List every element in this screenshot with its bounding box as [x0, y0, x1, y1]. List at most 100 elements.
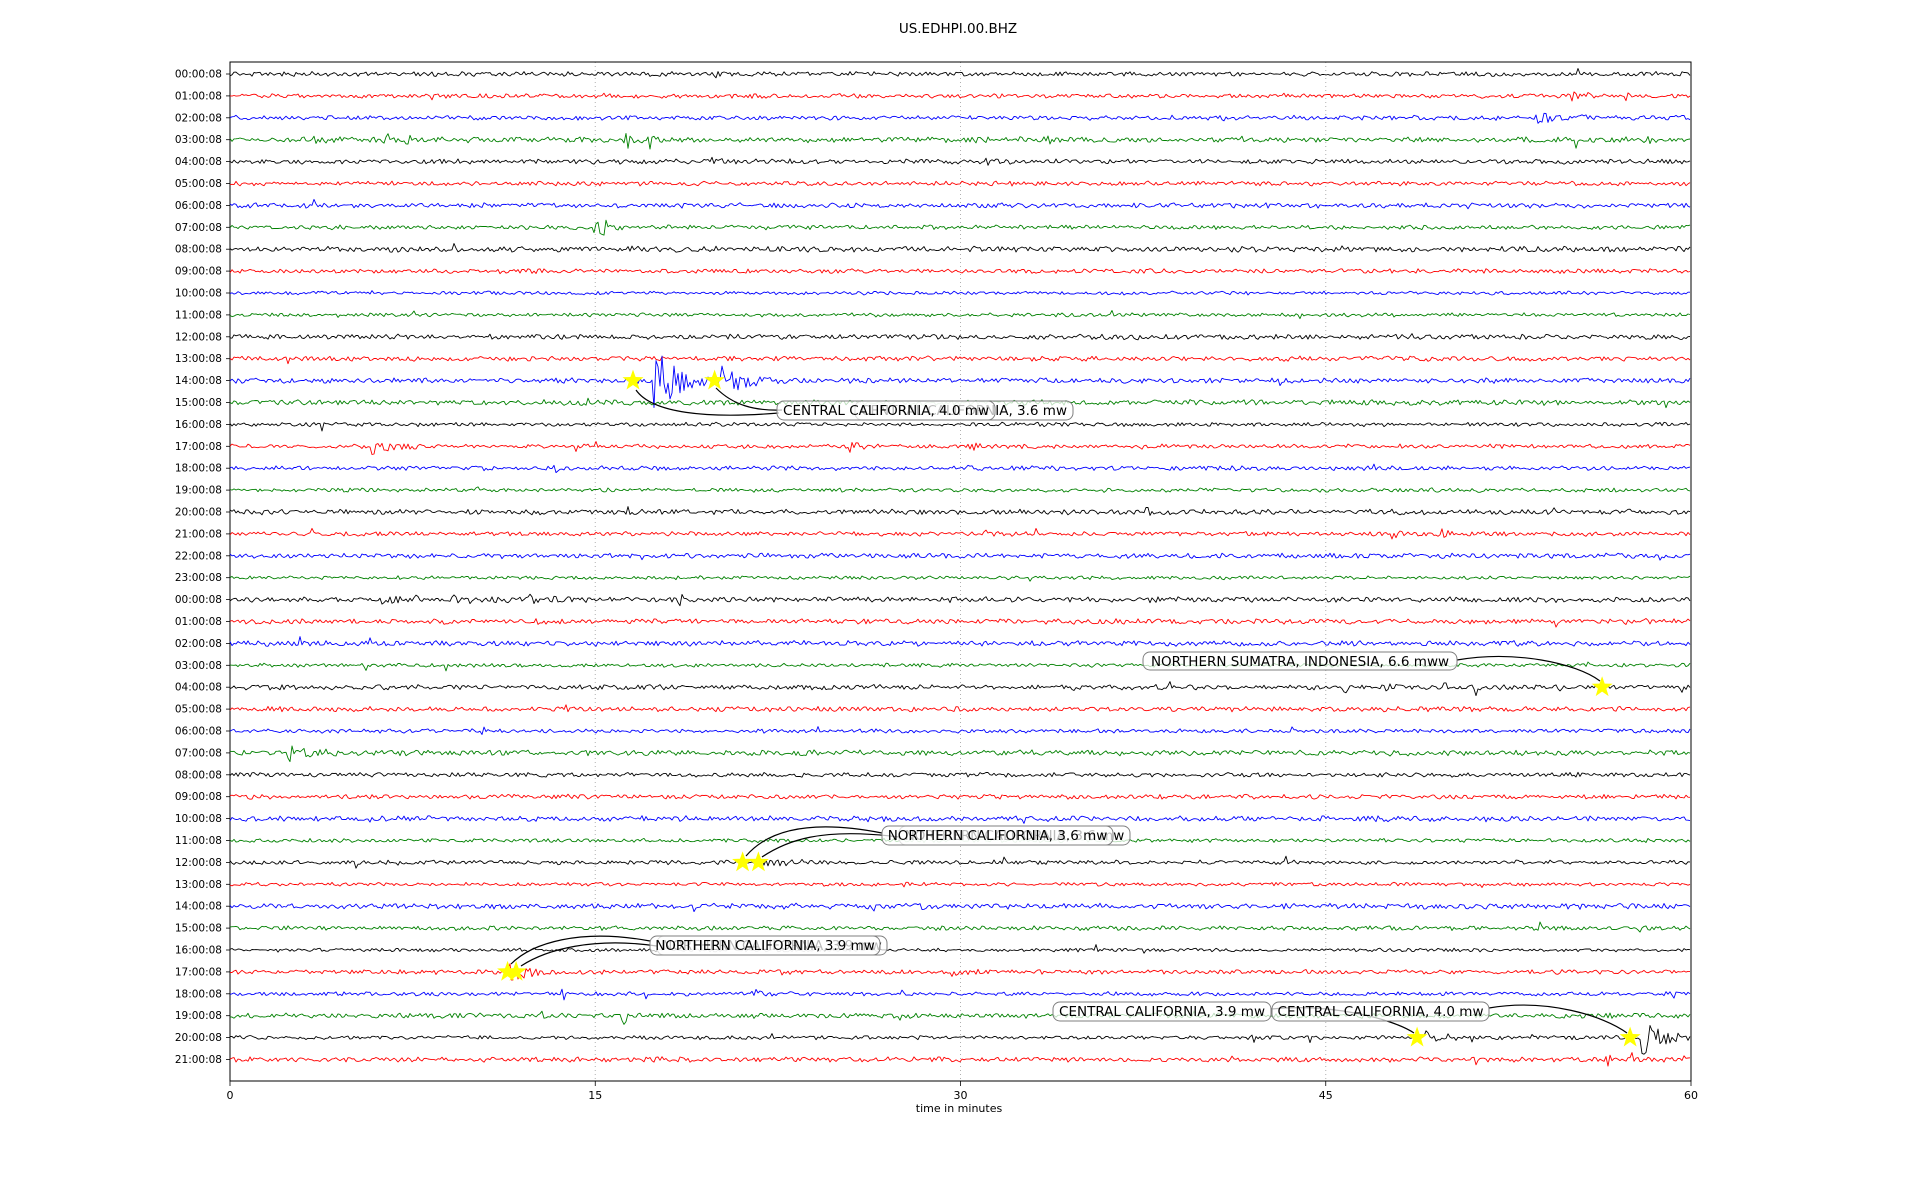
- y-tick-label: 04:00:08: [175, 682, 222, 694]
- annotation-arrow: [761, 833, 900, 858]
- seismic-trace-row-27: [229, 661, 1691, 672]
- annotation-label: NORTHERN SUMATRA, INDONESIA, 6.6 mww: [1151, 654, 1449, 670]
- seismic-trace-row-44: [229, 1025, 1691, 1055]
- y-tick-label: 01:00:08: [175, 616, 222, 628]
- seismic-trace-row-24: [229, 593, 1691, 607]
- seismic-trace-row-32: [229, 771, 1691, 778]
- seismic-trace-row-31: [229, 745, 1691, 763]
- x-tick-label: 15: [588, 1089, 602, 1102]
- seismic-trace-row-22: [229, 552, 1691, 561]
- seismic-trace-row-38: [229, 902, 1691, 913]
- annotation-label: NORTHERN CALIFORNIA, 3.9 mw: [655, 938, 875, 954]
- seismic-trace-row-8: [229, 243, 1691, 253]
- event-star-marker: [732, 851, 753, 872]
- y-tick-label: 21:00:08: [175, 1054, 222, 1066]
- seismic-trace-row-0: [229, 68, 1691, 79]
- x-tick-label: 30: [954, 1089, 968, 1102]
- event-star-marker: [747, 851, 769, 872]
- seismic-trace-row-20: [229, 506, 1691, 516]
- seismic-trace-row-36: [229, 855, 1691, 869]
- seismic-trace-row-14: [229, 355, 1691, 408]
- x-tick-label: 45: [1319, 1089, 1333, 1102]
- y-tick-label: 07:00:08: [175, 222, 222, 234]
- y-tick-label: 11:00:08: [175, 835, 222, 847]
- seismic-trace-row-39: [229, 921, 1691, 933]
- seismic-trace-row-28: [229, 681, 1691, 697]
- seismic-trace-row-13: [229, 355, 1691, 365]
- y-tick-label: 18:00:08: [175, 988, 222, 1000]
- seismic-trace-row-6: [229, 198, 1691, 210]
- annotation-box: [1052, 1001, 1272, 1022]
- annotation-arrow: [1456, 655, 1601, 682]
- seismic-trace-row-11: [229, 310, 1691, 320]
- y-tick-label: 13:00:08: [175, 879, 222, 891]
- y-tick-label: 19:00:08: [175, 485, 222, 497]
- seismic-trace-row-9: [229, 268, 1691, 275]
- x-tick-label: 60: [1684, 1089, 1698, 1102]
- seismic-traces: [229, 68, 1691, 1067]
- seismic-trace-row-1: [229, 91, 1691, 102]
- y-tick-label: 03:00:08: [175, 134, 222, 146]
- y-tick-label: 20:00:08: [175, 507, 222, 519]
- y-tick-label: 03:00:08: [175, 660, 222, 672]
- annotation-label: CENTRAL CALIFORNIA, 4.0 mw: [783, 403, 989, 419]
- event-annotation: NORTHERN CALIFORNIA, 3.6 mw: [745, 825, 1114, 857]
- y-tick-label: 06:00:08: [175, 726, 222, 738]
- y-tick-label: 23:00:08: [175, 572, 222, 584]
- seismic-trace-row-45: [229, 1052, 1691, 1067]
- y-tick-label: 01:00:08: [175, 90, 222, 102]
- seismic-trace-row-30: [229, 726, 1691, 735]
- y-tick-label: 21:00:08: [175, 528, 222, 540]
- event-annotation: NORTHERN SUMATRA, INDONESIA, 6.6 mww: [1142, 651, 1601, 682]
- y-tick-label: 18:00:08: [175, 463, 222, 475]
- annotation-box: [1142, 651, 1458, 671]
- seismic-trace-row-23: [229, 575, 1691, 582]
- seismic-trace-row-40: [229, 944, 1691, 954]
- y-tick-label: 12:00:08: [175, 857, 222, 869]
- seismic-trace-row-12: [229, 333, 1691, 341]
- annotation-arrow: [635, 389, 780, 416]
- y-tick-label: 05:00:08: [175, 178, 222, 190]
- event-star-markers: [497, 369, 1641, 1047]
- seismic-trace-row-3: [229, 133, 1691, 150]
- seismic-trace-row-42: [229, 988, 1691, 1001]
- annotation-box: [881, 825, 1114, 846]
- y-tick-label: 02:00:08: [175, 638, 222, 650]
- page-title: US.EDHPI.00.BHZ: [898, 21, 1018, 37]
- y-tick-label: 02:00:08: [175, 112, 222, 124]
- y-tick-label: 05:00:08: [175, 704, 222, 716]
- annotation-label: NORTHERN CALIFORNIA, 3.6 mw: [888, 828, 1108, 844]
- seismic-trace-row-19: [229, 486, 1691, 493]
- y-tick-label: 09:00:08: [175, 266, 222, 278]
- y-tick-label: 04:00:08: [175, 156, 222, 168]
- annotation-arrow: [745, 826, 883, 857]
- annotation-arrow: [520, 942, 658, 967]
- event-star-marker: [704, 369, 725, 390]
- seismic-trace-row-16: [229, 421, 1691, 432]
- seismic-trace-row-4: [229, 156, 1691, 166]
- event-star-marker: [1406, 1026, 1428, 1047]
- annotation-arrow: [510, 935, 651, 965]
- y-tick-label: 06:00:08: [175, 200, 222, 212]
- seismic-trace-row-5: [229, 180, 1691, 187]
- event-annotation: CENTRAL CALIFORNIA, 4.0 mw: [635, 389, 996, 421]
- event-star-marker: [505, 960, 527, 981]
- y-tick-label: 17:00:08: [175, 966, 222, 978]
- y-tick-label: 00:00:08: [175, 594, 222, 606]
- y-tick-label: 16:00:08: [175, 945, 222, 957]
- y-tick-label: 11:00:08: [175, 309, 222, 321]
- seismic-trace-row-26: [229, 636, 1691, 647]
- y-tick-label: 13:00:08: [175, 353, 222, 365]
- y-tick-label: 10:00:08: [175, 813, 222, 825]
- seismic-trace-row-18: [229, 463, 1691, 474]
- y-tick-label: 15:00:08: [175, 397, 222, 409]
- seismic-trace-row-17: [229, 441, 1691, 455]
- x-tick-label: 0: [227, 1089, 234, 1102]
- y-tick-label: 19:00:08: [175, 1010, 222, 1022]
- y-tick-label: 07:00:08: [175, 747, 222, 759]
- annotation-box: [649, 935, 881, 956]
- y-tick-label: 14:00:08: [175, 901, 222, 913]
- seismic-trace-row-10: [229, 290, 1690, 296]
- annotation-label: CENTRAL CALIFORNIA, 4.0 mw: [1278, 1004, 1484, 1020]
